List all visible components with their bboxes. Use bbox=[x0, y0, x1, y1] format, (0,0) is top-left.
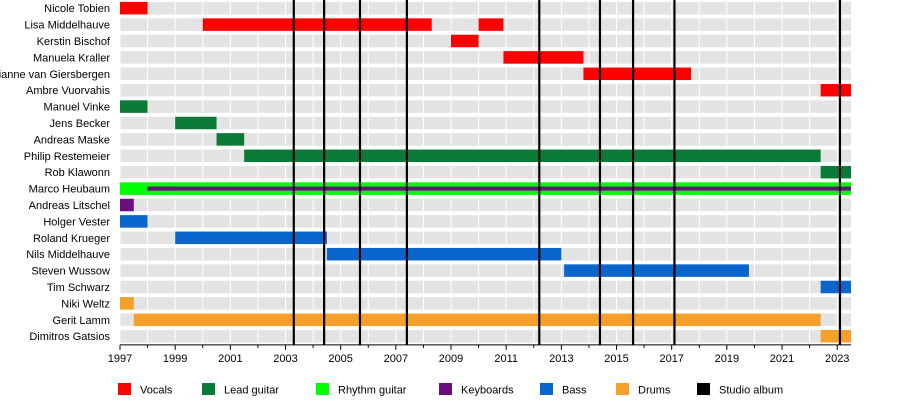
membership-bars bbox=[120, 1, 851, 343]
x-tick-label: 2015 bbox=[604, 353, 628, 365]
row-band bbox=[120, 215, 851, 228]
legend-swatch-drums bbox=[616, 383, 629, 395]
row-bands bbox=[120, 1, 851, 343]
bar-manuel-vinke-lead bbox=[120, 100, 148, 113]
legend-label-keys: Keyboards bbox=[461, 385, 514, 397]
legend-swatch-album bbox=[697, 383, 710, 395]
bar-ambre-vuorvahis-vocals bbox=[820, 83, 851, 97]
legend-swatch-lead bbox=[202, 383, 215, 395]
studio-album-lines bbox=[292, 0, 842, 345]
bar-marco-heubaum-keys bbox=[147, 186, 851, 191]
member-label: Andreas Maske bbox=[34, 134, 110, 146]
row-band bbox=[120, 34, 851, 48]
bar-andreas-maske-lead bbox=[216, 133, 245, 146]
bar-jens-becker-lead bbox=[175, 116, 217, 130]
bar-niki-weltz-drums bbox=[120, 297, 134, 310]
bar-lisa-middelhauve-vocals bbox=[478, 18, 504, 31]
member-label: Marco Heubaum bbox=[29, 184, 110, 196]
x-tick-label: 2005 bbox=[328, 353, 352, 365]
x-tick-label: 1999 bbox=[163, 353, 187, 365]
x-tick-label: 1997 bbox=[108, 353, 132, 365]
legend-swatch-vocals bbox=[118, 383, 131, 395]
legend: Vocals Lead guitar Rhythm guitar Keyboards B… bbox=[118, 383, 783, 397]
row-band bbox=[120, 51, 851, 64]
bar-roland-krueger-bass bbox=[175, 231, 327, 245]
bar-lisa-middelhauve-vocals bbox=[202, 18, 432, 31]
member-label: Manuel Vinke bbox=[44, 102, 110, 114]
bar-andreas-litschel-keys bbox=[120, 198, 134, 212]
legend-label-drums: Drums bbox=[638, 385, 671, 397]
bar-nils-middelhauve-bass bbox=[326, 247, 562, 261]
row-band bbox=[120, 280, 851, 294]
bar-marco-heubaum-keys bbox=[147, 186, 176, 191]
member-label: Niki Weltz bbox=[61, 298, 110, 310]
member-label: Holger Vester bbox=[43, 216, 110, 228]
legend-label-album: Studio album bbox=[719, 385, 783, 397]
bar-dimitros-gatsios-drums bbox=[820, 329, 851, 343]
bar-kerstin-bischof-vocals bbox=[451, 34, 479, 48]
x-tick-label: 2011 bbox=[494, 353, 518, 365]
bar-tim-schwarz-bass bbox=[820, 280, 851, 294]
legend-label-vocals: Vocals bbox=[140, 385, 173, 397]
bar-nicole-tobien-vocals bbox=[120, 1, 148, 15]
legend-label-rhythm: Rhythm guitar bbox=[338, 385, 407, 397]
x-axis: 1997 1999 2001 2003 2005 2007 2009 2011 2013 2015… bbox=[108, 344, 851, 365]
row-band bbox=[120, 297, 851, 310]
x-tick-label: 2001 bbox=[218, 353, 242, 365]
member-label: Ambre Vuorvahis bbox=[26, 85, 110, 97]
bar-manuela-kraller-vocals bbox=[503, 51, 584, 64]
member-label: Tim Schwarz bbox=[47, 282, 110, 294]
member-label: Nils Middelhauve bbox=[26, 249, 110, 261]
row-band bbox=[120, 198, 851, 212]
member-label: Rob Klawonn bbox=[45, 167, 110, 179]
legend-swatch-rhythm bbox=[316, 383, 329, 395]
row-band bbox=[120, 1, 851, 15]
x-tick-label: 2019 bbox=[715, 353, 739, 365]
row-band bbox=[120, 100, 851, 113]
x-tick-label: 2007 bbox=[384, 353, 408, 365]
member-label: Manuela Kraller bbox=[33, 52, 110, 64]
row-band bbox=[120, 329, 851, 343]
bar-dianne-van-giersbergen-vocals bbox=[583, 67, 692, 81]
x-tick-label: 2017 bbox=[659, 353, 683, 365]
legend-label-bass: Bass bbox=[562, 385, 587, 397]
year-gridlines bbox=[119, 0, 838, 345]
x-tick-label: 2003 bbox=[273, 353, 297, 365]
bar-philip-restemeier-lead bbox=[244, 149, 821, 163]
bar-holger-vester-bass bbox=[120, 215, 148, 228]
member-labels: Nicole Tobien Lisa Middelhauve Kerstin Bis… bbox=[0, 3, 111, 343]
member-label: Philip Restemeier bbox=[24, 151, 111, 163]
member-label: Jens Becker bbox=[49, 118, 110, 130]
member-label: Andreas Litschel bbox=[29, 200, 110, 212]
x-tick-label: 2013 bbox=[549, 353, 573, 365]
row-band bbox=[120, 165, 851, 179]
member-label: Dianne van Giersbergen bbox=[0, 69, 110, 81]
member-label: Lisa Middelhauve bbox=[24, 20, 110, 32]
row-band bbox=[120, 116, 851, 130]
bar-gerit-lamm-drums bbox=[133, 313, 821, 327]
x-tick-label: 2023 bbox=[825, 353, 849, 365]
member-label: Kerstin Bischof bbox=[37, 36, 111, 48]
legend-swatch-keys bbox=[439, 383, 452, 395]
member-label: Nicole Tobien bbox=[44, 3, 110, 15]
row-band bbox=[120, 133, 851, 146]
row-band bbox=[120, 83, 851, 97]
bar-steven-wussow-bass bbox=[564, 264, 749, 277]
legend-swatch-bass bbox=[540, 383, 553, 395]
row-band bbox=[120, 67, 851, 81]
legend-label-lead: Lead guitar bbox=[224, 385, 279, 397]
member-label: Dimitros Gatsios bbox=[29, 331, 110, 343]
x-tick-label: 2009 bbox=[439, 353, 463, 365]
x-tick-label: 2021 bbox=[770, 353, 794, 365]
member-label: Gerit Lamm bbox=[53, 315, 110, 327]
member-label: Roland Krueger bbox=[33, 233, 110, 245]
bar-rob-klawonn-lead bbox=[820, 165, 851, 179]
member-label: Steven Wussow bbox=[31, 266, 110, 278]
